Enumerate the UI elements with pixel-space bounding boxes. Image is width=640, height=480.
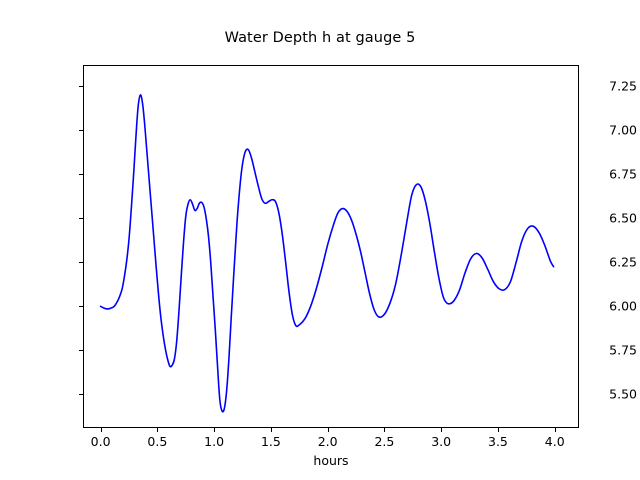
x-tick-label: 3.0 xyxy=(431,434,452,449)
x-tick-mark xyxy=(157,428,159,432)
x-tick-mark xyxy=(497,428,499,432)
axis-spine-bottom xyxy=(83,427,579,428)
y-tick-mark xyxy=(79,350,83,352)
y-tick-label: 7.25 xyxy=(609,78,637,94)
y-tick-label: 6.00 xyxy=(609,298,637,314)
y-tick-mark xyxy=(79,86,83,88)
y-tick-mark xyxy=(79,262,83,264)
x-tick-label: 0.0 xyxy=(90,434,111,449)
x-axis-label: hours xyxy=(313,453,349,468)
x-tick-mark xyxy=(384,428,386,432)
x-tick-mark xyxy=(327,428,329,432)
y-tick-label: 5.50 xyxy=(609,386,637,402)
x-tick-label: 2.0 xyxy=(317,434,338,449)
series-line-h xyxy=(99,94,555,413)
y-tick-mark xyxy=(79,130,83,132)
x-tick-label: 4.0 xyxy=(544,434,565,449)
x-tick-label: 0.5 xyxy=(147,434,168,449)
y-tick-label: 6.25 xyxy=(609,254,637,270)
x-tick-label: 3.5 xyxy=(488,434,508,449)
x-tick-mark xyxy=(270,428,272,432)
axis-spine-right xyxy=(578,65,579,428)
x-tick-mark xyxy=(554,428,556,432)
x-tick-mark xyxy=(214,428,216,432)
chart-title: Water Depth h at gauge 5 xyxy=(224,30,416,46)
x-tick-label: 1.5 xyxy=(260,434,281,449)
y-tick-label: 6.50 xyxy=(609,210,637,226)
water-depth-line-series xyxy=(99,94,555,413)
plot-area xyxy=(83,65,578,427)
x-tick-mark xyxy=(100,428,102,432)
y-tick-mark xyxy=(79,218,83,220)
y-tick-label: 5.75 xyxy=(609,342,637,358)
y-tick-label: 6.75 xyxy=(609,166,637,182)
x-tick-mark xyxy=(441,428,443,432)
axis-spine-left xyxy=(83,65,84,428)
axis-spine-top xyxy=(83,65,579,66)
y-tick-mark xyxy=(79,306,83,308)
y-tick-label: 7.00 xyxy=(609,122,637,138)
x-tick-label: 1.0 xyxy=(204,434,225,449)
y-tick-mark xyxy=(79,394,83,396)
x-tick-label: 2.5 xyxy=(374,434,395,449)
y-tick-mark xyxy=(79,174,83,176)
